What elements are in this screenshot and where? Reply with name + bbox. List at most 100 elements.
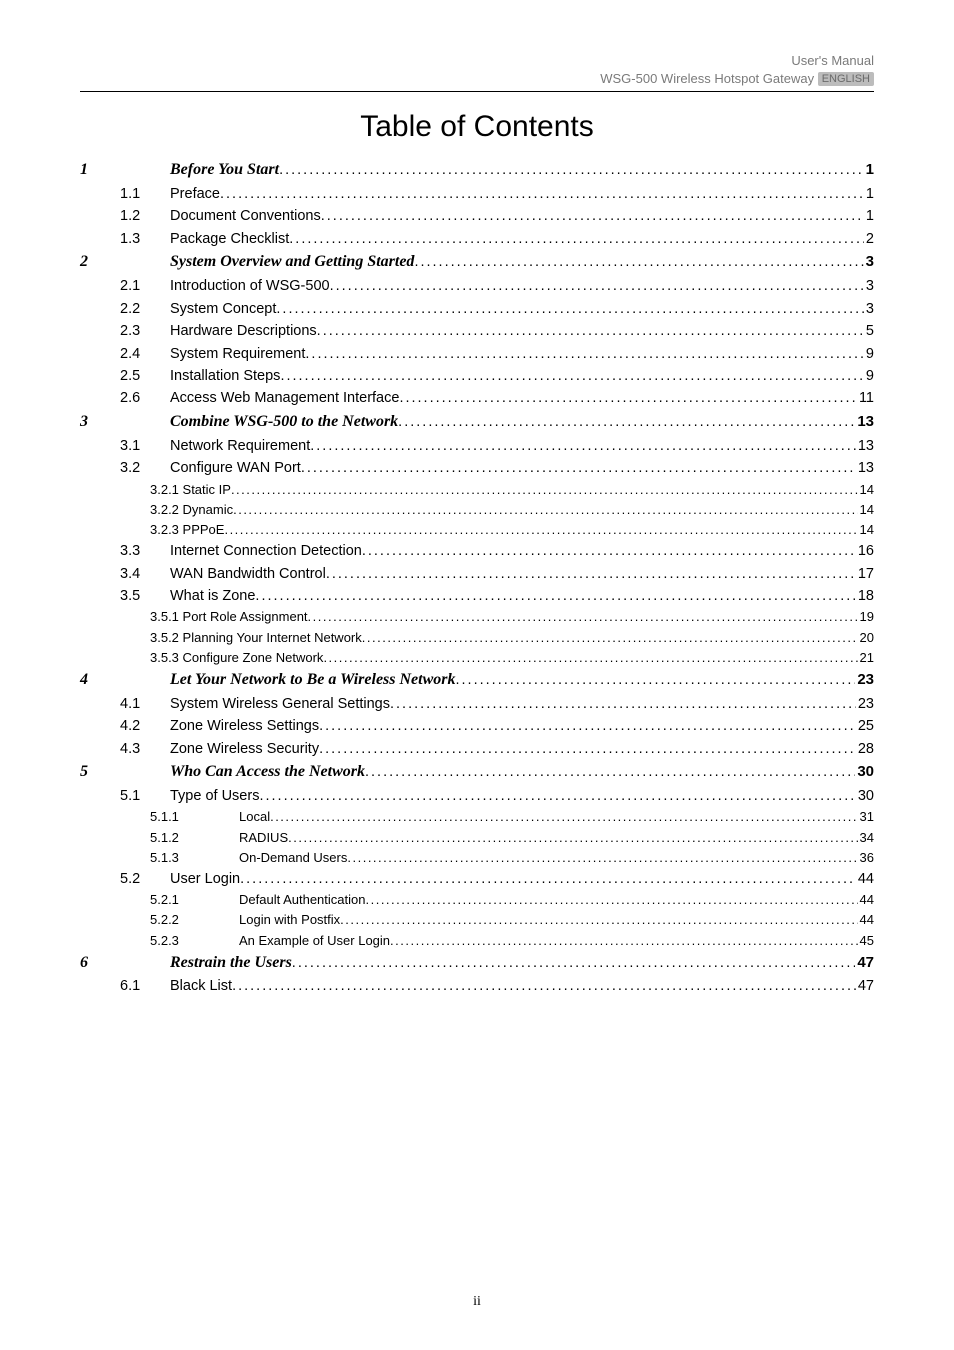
toc-page-number: 44 — [858, 910, 874, 930]
toc-page-number: 1 — [864, 205, 874, 227]
toc-leader — [321, 205, 864, 227]
toc-row: 5.1.3On-Demand Users36 — [80, 848, 874, 868]
toc-page-number: 30 — [856, 785, 874, 807]
toc-leader — [456, 669, 856, 691]
toc-page-number: 31 — [858, 807, 874, 827]
language-badge: ENGLISH — [818, 72, 874, 87]
toc-title: Table of Contents — [80, 110, 874, 144]
toc-page-number: 1 — [864, 183, 874, 205]
toc-row: 3.4WAN Bandwidth Control17 — [80, 563, 874, 585]
toc-section-number: 2.5 — [120, 365, 170, 387]
toc-leader — [390, 693, 856, 715]
toc-row: 3.2.2 Dynamic14 — [80, 500, 874, 520]
toc-section-number: 2.1 — [120, 275, 170, 297]
toc-leader — [390, 931, 858, 951]
toc-page-number: 3 — [864, 250, 874, 273]
toc-page-number: 21 — [858, 648, 874, 668]
toc-chapter-number: 3 — [80, 410, 120, 435]
toc-section-title: User Login — [170, 868, 240, 890]
toc-leader — [280, 365, 863, 387]
toc-row: 3.2.3 PPPoE 14 — [80, 520, 874, 540]
toc-row: 1.3Package Checklist2 — [80, 228, 874, 250]
toc-leader — [240, 868, 856, 890]
toc-section-number: 2.6 — [120, 387, 170, 409]
toc-leader — [255, 585, 855, 607]
toc-page-number: 30 — [855, 760, 874, 783]
toc-leader — [220, 183, 864, 205]
toc-page-number: 2 — [864, 228, 874, 250]
toc-leader — [289, 228, 864, 250]
toc-page-number: 3 — [864, 298, 874, 320]
toc-section-title: Network Requirement — [170, 435, 310, 457]
toc-row: 1.1Preface1 — [80, 183, 874, 205]
toc-subsection-number: 5.2.2 — [150, 910, 215, 930]
page: User's Manual WSG-500 Wireless Hotspot G… — [0, 0, 954, 1350]
toc-section-title: Document Conventions — [170, 205, 321, 227]
toc-section-number: 6.1 — [120, 975, 170, 997]
toc-leader — [414, 251, 863, 273]
toc-leader — [365, 761, 855, 783]
toc-leader — [319, 738, 856, 760]
toc-subsection-title: 3.5.3 Configure Zone Network — [150, 648, 323, 668]
toc-section-title: Configure WAN Port — [170, 457, 301, 479]
toc-subsection-title: On-Demand Users — [239, 848, 347, 868]
toc-row: 5.2.1 Default Authentication 44 — [80, 890, 874, 910]
toc-page-number: 28 — [856, 738, 874, 760]
toc-leader — [259, 785, 855, 807]
toc-subsection-title: 3.2.3 PPPoE — [150, 520, 224, 540]
toc-subsection-title: 3.5.2 Planning Your Internet Network — [150, 628, 362, 648]
toc-section-title: Zone Wireless Settings — [170, 715, 319, 737]
toc-section-number: 2.4 — [120, 343, 170, 365]
toc-leader — [279, 159, 864, 181]
toc-chapter-title: System Overview and Getting Started — [170, 250, 414, 275]
toc-chapter-title: Let Your Network to Be a Wireless Networ… — [170, 668, 456, 693]
toc-leader — [326, 563, 856, 585]
toc-page-number: 34 — [858, 828, 874, 848]
toc-subsection-title: 3.2.2 Dynamic — [150, 500, 233, 520]
toc-leader — [270, 807, 857, 827]
toc-row: 3Combine WSG-500 to the Network13 — [80, 410, 874, 435]
toc-section-title: System Concept — [170, 298, 276, 320]
toc-row: 1Before You Start1 — [80, 158, 874, 183]
toc-page-number: 20 — [858, 628, 874, 648]
toc-chapter-number: 2 — [80, 250, 120, 275]
toc-chapter-title: Before You Start — [170, 158, 279, 183]
toc-row: 3.5.1 Port Role Assignment19 — [80, 607, 874, 627]
toc-row: 2.3Hardware Descriptions5 — [80, 320, 874, 342]
page-header: User's Manual WSG-500 Wireless Hotspot G… — [80, 52, 874, 87]
toc-row: 1.2Document Conventions 1 — [80, 205, 874, 227]
toc-leader — [305, 343, 864, 365]
toc-row: 2.5Installation Steps9 — [80, 365, 874, 387]
table-of-contents: 1Before You Start11.1Preface11.2Document… — [80, 158, 874, 998]
toc-row: 3.2Configure WAN Port13 — [80, 457, 874, 479]
toc-page-number: 45 — [858, 931, 874, 951]
toc-chapter-title: Who Can Access the Network — [170, 760, 365, 785]
toc-page-number: 44 — [858, 890, 874, 910]
toc-section-title: Installation Steps — [170, 365, 280, 387]
toc-page-number: 13 — [856, 435, 874, 457]
toc-row: 5.1.1Local31 — [80, 807, 874, 827]
toc-row: 4.3Zone Wireless Security28 — [80, 738, 874, 760]
toc-leader — [288, 828, 857, 848]
toc-page-number: 14 — [858, 520, 874, 540]
toc-subsection-number: 5.1.3 — [150, 848, 215, 868]
toc-page-number: 23 — [855, 668, 874, 691]
toc-subsection-title: Default Authentication — [239, 890, 365, 910]
toc-subsection-number: 5.2.1 — [150, 890, 215, 910]
toc-row: 4.2Zone Wireless Settings25 — [80, 715, 874, 737]
toc-subsection-title: 3.2.1 Static IP — [150, 480, 231, 500]
toc-section-number: 1.2 — [120, 205, 170, 227]
toc-section-title: Package Checklist — [170, 228, 289, 250]
toc-section-title: Introduction of WSG-500 — [170, 275, 330, 297]
toc-section-title: Type of Users — [170, 785, 259, 807]
toc-section-title: What is Zone — [170, 585, 255, 607]
toc-leader — [399, 387, 857, 409]
header-rule — [80, 91, 874, 92]
toc-leader — [362, 540, 856, 562]
toc-row: 6.1Black List47 — [80, 975, 874, 997]
toc-section-number: 3.1 — [120, 435, 170, 457]
toc-row: 2 System Overview and Getting Started 3 — [80, 250, 874, 275]
toc-chapter-number: 5 — [80, 760, 120, 785]
toc-section-title: Access Web Management Interface — [170, 387, 399, 409]
toc-row: 5.2.2Login with Postfix44 — [80, 910, 874, 930]
